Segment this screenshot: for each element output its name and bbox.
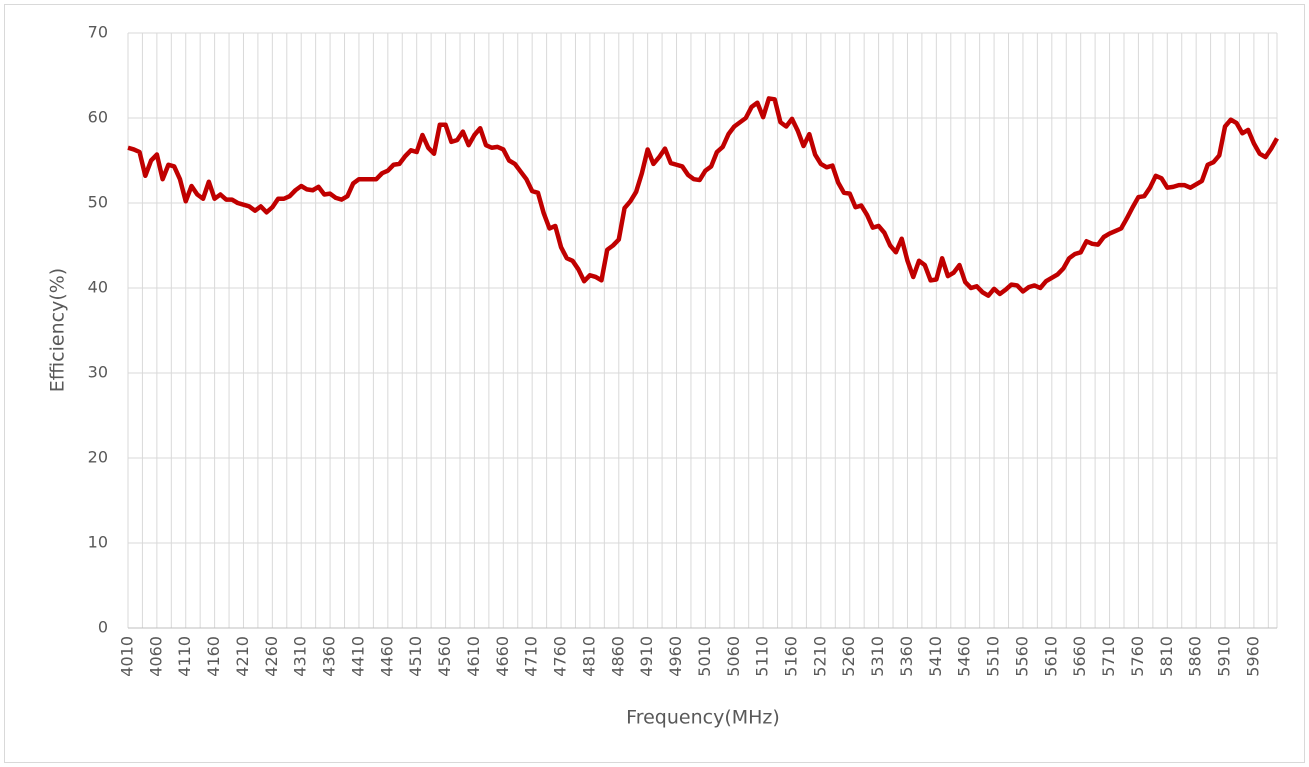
x-tick-label: 5610 xyxy=(1041,636,1060,677)
x-tick-label: 4660 xyxy=(493,636,512,677)
x-tick-label: 5760 xyxy=(1128,636,1147,677)
x-tick-label: 4560 xyxy=(435,636,454,677)
x-tick-label: 5210 xyxy=(810,636,829,677)
y-tick-label: 60 xyxy=(88,108,108,127)
data-line xyxy=(127,96,1279,298)
x-tick-label: 4160 xyxy=(204,636,223,677)
x-tick-label: 4910 xyxy=(637,636,656,677)
x-tick-label: 4810 xyxy=(579,636,598,677)
x-tick-label: 5510 xyxy=(984,636,1003,677)
x-tick-label: 4510 xyxy=(406,636,425,677)
y-axis-label: Efficiency(%) xyxy=(47,268,69,392)
x-tick-label: 4060 xyxy=(146,636,165,677)
x-tick-label: 5560 xyxy=(1012,636,1031,677)
x-tick-label: 5110 xyxy=(753,636,772,677)
y-tick-label: 70 xyxy=(88,23,108,42)
x-tick-label: 5810 xyxy=(1157,636,1176,677)
y-tick-label: 20 xyxy=(88,448,108,467)
x-tick-label: 5910 xyxy=(1215,636,1234,677)
x-tick-label: 5160 xyxy=(781,636,800,677)
x-tick-label: 5010 xyxy=(695,636,714,677)
x-tick-label: 5660 xyxy=(1070,636,1089,677)
x-tick-label: 5410 xyxy=(926,636,945,677)
x-tick-label: 5260 xyxy=(839,636,858,677)
x-tick-label: 4410 xyxy=(348,636,367,677)
x-tick-label: 4610 xyxy=(464,636,483,677)
x-axis-label: Frequency(MHz) xyxy=(626,707,780,729)
y-tick-label: 50 xyxy=(88,193,108,212)
x-tick-label: 5460 xyxy=(955,636,974,677)
y-tick-label: 40 xyxy=(88,278,108,297)
y-tick-label: 30 xyxy=(88,363,108,382)
x-tick-label: 4310 xyxy=(291,636,310,677)
chart-border xyxy=(4,4,1305,763)
x-tick-label: 5060 xyxy=(724,636,743,677)
x-tick-label: 4760 xyxy=(551,636,570,677)
x-tick-label: 4110 xyxy=(175,636,194,677)
y-tick-label: 0 xyxy=(98,618,108,637)
x-tick-label: 4010 xyxy=(118,636,137,677)
x-tick-label: 5310 xyxy=(868,636,887,677)
x-tick-label: 5860 xyxy=(1186,636,1205,677)
x-tick-label: 4960 xyxy=(666,636,685,677)
y-tick-label: 10 xyxy=(88,533,108,552)
x-tick-label: 5710 xyxy=(1099,636,1118,677)
x-tick-label: 5360 xyxy=(897,636,916,677)
x-tick-label: 5960 xyxy=(1243,636,1262,677)
x-tick-label: 4860 xyxy=(608,636,627,677)
x-tick-label: 4210 xyxy=(233,636,252,677)
x-tick-label: 4710 xyxy=(522,636,541,677)
x-tick-label: 4260 xyxy=(262,636,281,677)
x-tick-label: 4360 xyxy=(320,636,339,677)
x-tick-label: 4460 xyxy=(377,636,396,677)
